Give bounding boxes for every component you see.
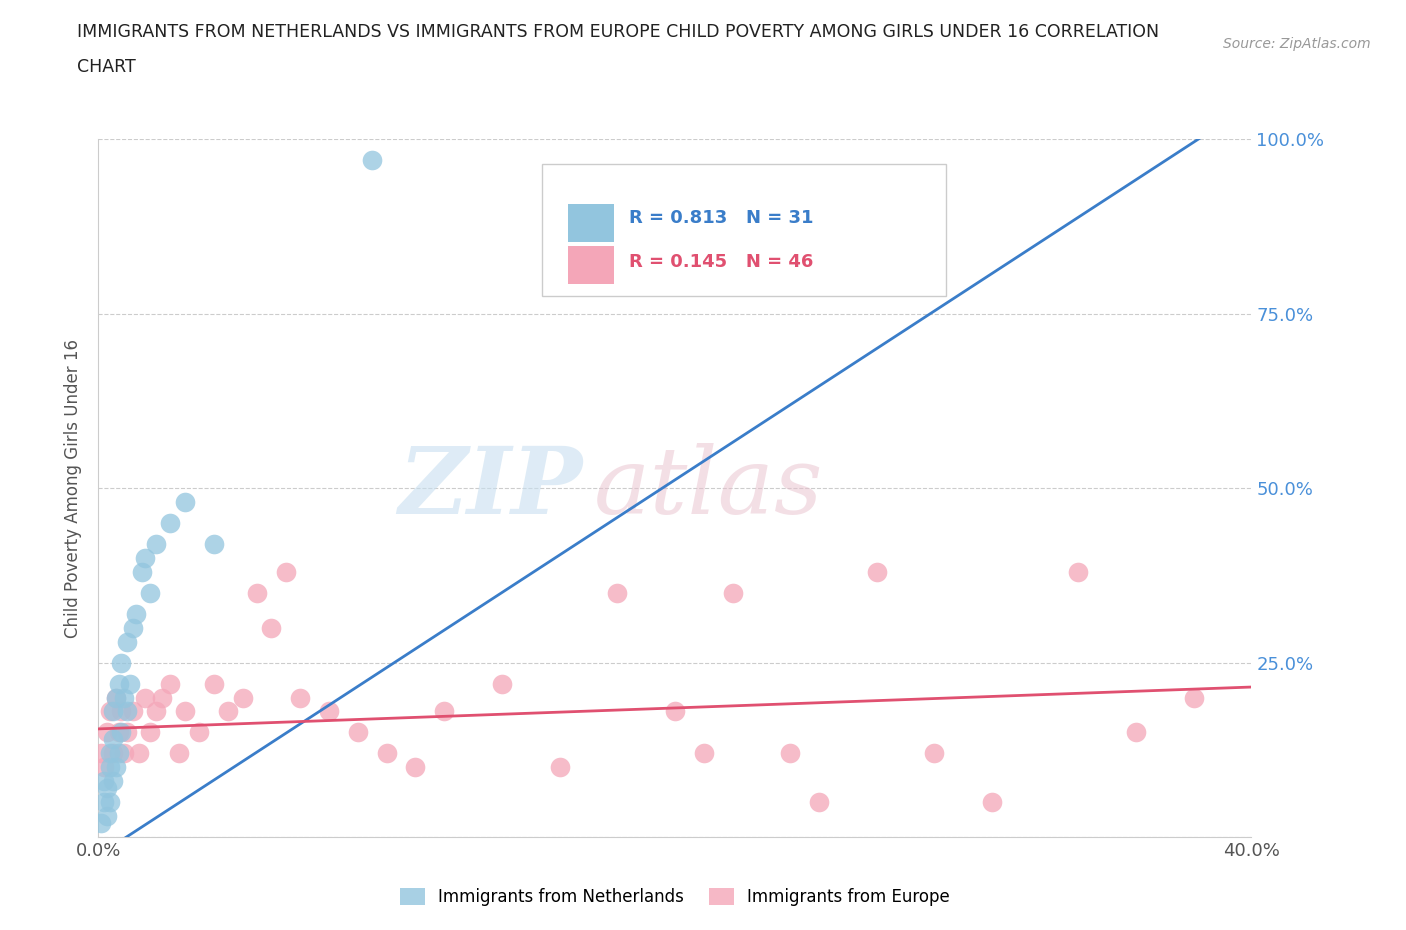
Text: IMMIGRANTS FROM NETHERLANDS VS IMMIGRANTS FROM EUROPE CHILD POVERTY AMONG GIRLS : IMMIGRANTS FROM NETHERLANDS VS IMMIGRANT…: [77, 23, 1160, 41]
Point: [548, 760, 571, 775]
Point: [318, 704, 340, 719]
Point: [174, 495, 197, 510]
Point: [260, 620, 283, 635]
Point: [120, 676, 142, 691]
Point: [112, 746, 135, 761]
Point: [107, 746, 129, 761]
Point: [101, 732, 124, 747]
Point: [167, 746, 190, 761]
Point: [90, 816, 112, 830]
Point: [98, 794, 121, 809]
Legend: Immigrants from Netherlands, Immigrants from Europe: Immigrants from Netherlands, Immigrants …: [394, 881, 956, 912]
Point: [134, 551, 156, 565]
Point: [1125, 725, 1147, 740]
Point: [807, 794, 830, 809]
Point: [274, 565, 297, 579]
Point: [110, 704, 132, 719]
Point: [491, 676, 513, 691]
Point: [150, 690, 173, 705]
Point: [606, 586, 628, 601]
Point: [93, 774, 115, 789]
Text: R = 0.813   N = 31: R = 0.813 N = 31: [628, 209, 813, 227]
Point: [139, 586, 162, 601]
Point: [664, 704, 686, 719]
Point: [104, 760, 127, 775]
Point: [405, 760, 427, 775]
Point: [112, 690, 135, 705]
Point: [159, 515, 181, 530]
Point: [98, 746, 121, 761]
Point: [981, 794, 1004, 809]
Point: [101, 746, 124, 761]
Point: [110, 725, 132, 740]
Text: atlas: atlas: [595, 444, 824, 533]
Text: Source: ZipAtlas.com: Source: ZipAtlas.com: [1223, 37, 1371, 51]
Point: [90, 746, 112, 761]
Y-axis label: Child Poverty Among Girls Under 16: Child Poverty Among Girls Under 16: [65, 339, 83, 638]
Point: [202, 537, 225, 551]
Point: [104, 690, 127, 705]
Point: [145, 537, 167, 551]
FancyBboxPatch shape: [568, 246, 614, 285]
Text: CHART: CHART: [77, 58, 136, 75]
FancyBboxPatch shape: [568, 204, 614, 243]
Point: [96, 809, 118, 824]
Point: [110, 656, 132, 671]
Point: [231, 690, 254, 705]
Point: [117, 634, 139, 649]
Point: [98, 760, 121, 775]
Point: [117, 725, 139, 740]
Point: [125, 606, 148, 621]
Point: [101, 774, 124, 789]
Point: [721, 586, 744, 601]
FancyBboxPatch shape: [543, 164, 946, 297]
Point: [779, 746, 801, 761]
Point: [217, 704, 239, 719]
Point: [188, 725, 211, 740]
Point: [433, 704, 456, 719]
Point: [1067, 565, 1090, 579]
Point: [1182, 690, 1205, 705]
Point: [104, 690, 127, 705]
Text: R = 0.145   N = 46: R = 0.145 N = 46: [628, 253, 813, 271]
Point: [866, 565, 889, 579]
Point: [134, 690, 156, 705]
Point: [361, 153, 384, 168]
Point: [346, 725, 368, 740]
Point: [93, 794, 115, 809]
Point: [128, 746, 150, 761]
Point: [202, 676, 225, 691]
Point: [693, 746, 716, 761]
Point: [96, 781, 118, 796]
Point: [375, 746, 398, 761]
Point: [107, 676, 129, 691]
Point: [174, 704, 197, 719]
Point: [922, 746, 945, 761]
Point: [122, 704, 145, 719]
Point: [101, 704, 124, 719]
Point: [107, 725, 129, 740]
Point: [145, 704, 167, 719]
Point: [96, 725, 118, 740]
Point: [98, 704, 121, 719]
Point: [117, 704, 139, 719]
Point: [290, 690, 312, 705]
Point: [131, 565, 153, 579]
Point: [159, 676, 181, 691]
Point: [139, 725, 162, 740]
Point: [93, 760, 115, 775]
Text: ZIP: ZIP: [398, 444, 582, 533]
Point: [122, 620, 145, 635]
Point: [246, 586, 269, 601]
